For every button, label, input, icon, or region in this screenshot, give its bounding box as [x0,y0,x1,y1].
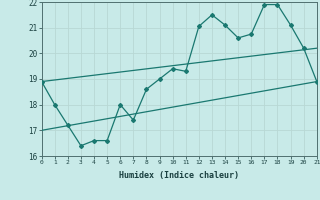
X-axis label: Humidex (Indice chaleur): Humidex (Indice chaleur) [119,171,239,180]
